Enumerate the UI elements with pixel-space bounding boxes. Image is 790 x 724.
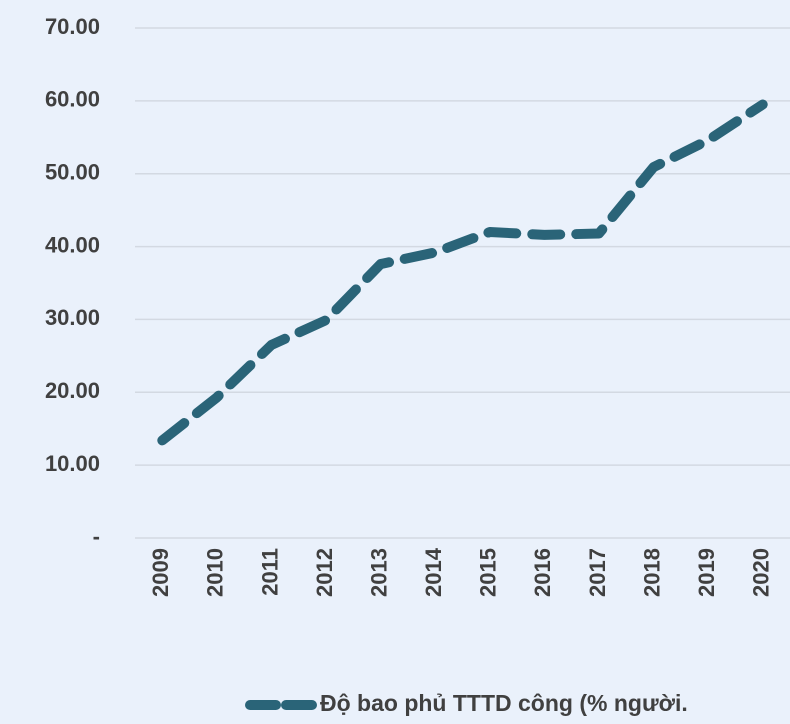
y-tick-label: 50.00 (45, 160, 100, 185)
x-tick-label: 2016 (530, 548, 555, 597)
x-tick-label: 2009 (148, 548, 173, 597)
x-tick-label: 2015 (476, 548, 501, 597)
x-tick-label: 2020 (749, 548, 774, 597)
legend-label: Độ bao phủ TTTD công (% người. (320, 690, 688, 716)
y-tick-label: 30.00 (45, 305, 100, 330)
y-tick-label: 60.00 (45, 87, 100, 112)
y-tick-label: - (93, 524, 100, 549)
x-tick-label: 2019 (694, 548, 719, 597)
x-tick-label: 2017 (585, 548, 610, 597)
x-tick-label: 2012 (312, 548, 337, 597)
x-tick-label: 2011 (257, 548, 282, 596)
x-tick-label: 2018 (639, 548, 664, 597)
x-tick-label: 2013 (366, 548, 391, 597)
y-tick-label: 70.00 (45, 14, 100, 39)
y-tick-label: 40.00 (45, 232, 100, 257)
y-tick-label: 20.00 (45, 378, 100, 403)
line-series (157, 99, 768, 446)
x-tick-label: 2014 (421, 547, 446, 597)
y-tick-label: 10.00 (45, 451, 100, 476)
x-tick-label: 2010 (203, 548, 228, 597)
